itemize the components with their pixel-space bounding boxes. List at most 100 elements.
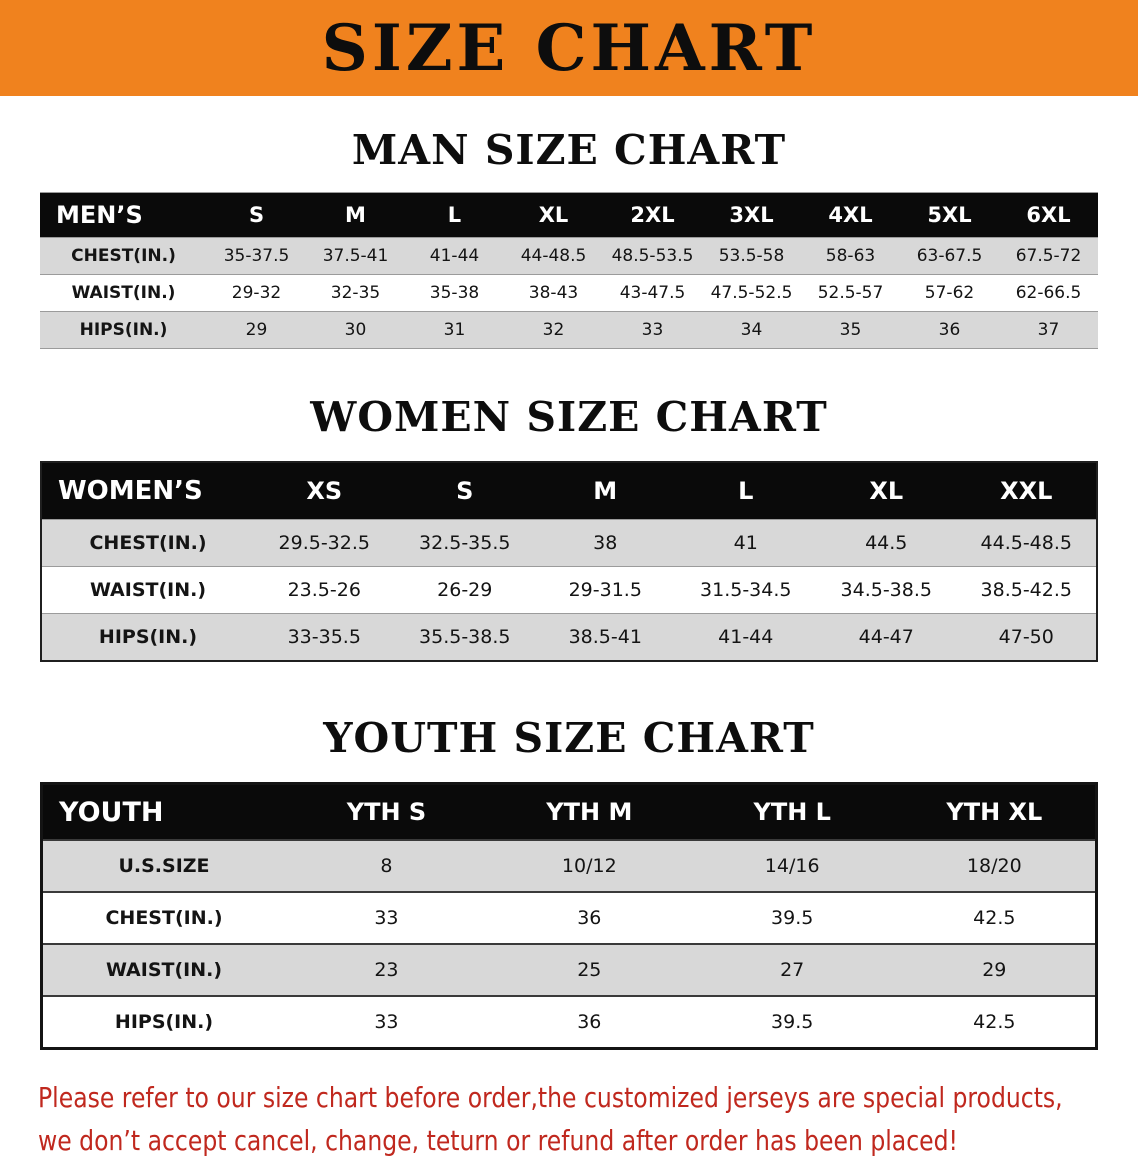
size-value-cell: 44-48.5 bbox=[520, 246, 587, 266]
men-size-table: MEN’S S M L XL 2XL 3XL 4XL 5XL 6XL CHEST(IN.) 35-37… bbox=[40, 192, 1098, 349]
table-title-cell: MEN’S bbox=[40, 192, 207, 238]
size-column-header: S bbox=[394, 462, 535, 520]
size-value-cell: 43-47.5 bbox=[619, 283, 686, 303]
men-size-section: MAN SIZE CHART MEN’S S M L XL 2XL 3XL 4XL 5XL 6XL… bbox=[0, 96, 1138, 349]
size-value-cell: 38-43 bbox=[528, 283, 579, 303]
size-value-cell: 35-37.5 bbox=[223, 246, 290, 266]
size-column-header: XL bbox=[504, 192, 603, 238]
size-value-cell: 29 bbox=[982, 959, 1007, 981]
size-value-cell: 42.5 bbox=[973, 907, 1016, 929]
size-value-cell: 10/12 bbox=[561, 855, 617, 877]
size-value-cell: 35.5-38.5 bbox=[419, 626, 511, 648]
men-section-heading: MAN SIZE CHART bbox=[351, 126, 787, 174]
size-column-header: YTH M bbox=[487, 783, 691, 840]
size-value-cell: 23.5-26 bbox=[287, 579, 361, 601]
measurement-label: HIPS(IN.) bbox=[114, 1011, 214, 1033]
table-title-cell: YOUTH bbox=[41, 783, 285, 840]
size-table-header-row: WOMEN’S XS S M L XL XXL bbox=[41, 462, 1097, 520]
table-title-cell: WOMEN’S bbox=[41, 462, 254, 520]
page-title: SIZE CHART bbox=[321, 10, 817, 86]
size-value-cell: 38.5-42.5 bbox=[980, 579, 1072, 601]
size-value-cell: 42.5 bbox=[973, 1011, 1016, 1033]
size-column-header: YTH XL bbox=[893, 783, 1097, 840]
women-size-table: WOMEN’S XS S M L XL XXL CHEST(IN.) 29.5-32.5 32.5… bbox=[40, 461, 1098, 662]
youth-size-table: YOUTH YTH S YTH M YTH L YTH XL U.S.SIZE 8 10/12… bbox=[40, 782, 1098, 1050]
measurement-row: WAIST(IN.) 23.5-26 26-29 29-31.5 31.5-34.5 34… bbox=[41, 566, 1097, 614]
size-value-cell: 32 bbox=[542, 320, 565, 340]
size-column-header: 4XL bbox=[801, 192, 900, 238]
size-value-cell: 26-29 bbox=[437, 579, 493, 601]
size-column-header: 3XL bbox=[702, 192, 801, 238]
measurement-label: CHEST(IN.) bbox=[89, 532, 207, 554]
size-value-cell: 39.5 bbox=[771, 907, 814, 929]
women-size-section: WOMEN SIZE CHART WOMEN’S XS S M L XL XXL CHEST(… bbox=[0, 349, 1138, 662]
measurement-row: CHEST(IN.) 29.5-32.5 32.5-35.5 38 41 44.5 44.5… bbox=[41, 519, 1097, 567]
size-column-header: M bbox=[306, 192, 405, 238]
size-value-cell: 36 bbox=[577, 907, 602, 929]
size-value-cell: 47.5-52.5 bbox=[710, 283, 793, 303]
disclaimer-line-1: Please refer to our size chart before or… bbox=[38, 1081, 1063, 1114]
size-value-cell: 33-35.5 bbox=[287, 626, 361, 648]
measurement-row: WAIST(IN.) 29-32 32-35 35-38 38-43 43-47.5 47.… bbox=[40, 274, 1098, 312]
size-charts: MAN SIZE CHART MEN’S S M L XL 2XL 3XL 4XL 5XL 6XL… bbox=[0, 96, 1138, 1050]
size-value-cell: 25 bbox=[577, 959, 602, 981]
size-column-header: XXL bbox=[956, 462, 1097, 520]
size-value-cell: 52.5-57 bbox=[817, 283, 884, 303]
disclaimer: Please refer to our size chart before or… bbox=[38, 1076, 1138, 1162]
size-column-header: 5XL bbox=[900, 192, 999, 238]
size-value-cell: 57-62 bbox=[924, 283, 975, 303]
size-column-header: YTH L bbox=[690, 783, 894, 840]
size-value-cell: 53.5-58 bbox=[718, 246, 785, 266]
measurement-label: CHEST(IN.) bbox=[71, 246, 176, 266]
size-value-cell: 30 bbox=[344, 320, 367, 340]
measurement-label: WAIST(IN.) bbox=[89, 579, 207, 601]
size-value-cell: 62-66.5 bbox=[1015, 283, 1082, 303]
size-value-cell: 67.5-72 bbox=[1015, 246, 1082, 266]
size-column-header: S bbox=[207, 192, 306, 238]
measurement-row: U.S.SIZE 8 10/12 14/16 18/20 bbox=[41, 840, 1097, 892]
youth-section-heading: YOUTH SIZE CHART bbox=[323, 714, 815, 762]
size-value-cell: 8 bbox=[380, 855, 393, 877]
size-value-cell: 36 bbox=[577, 1011, 602, 1033]
size-column-header: L bbox=[675, 462, 816, 520]
size-value-cell: 23 bbox=[374, 959, 399, 981]
measurement-label: HIPS(IN.) bbox=[98, 626, 198, 648]
size-value-cell: 35-38 bbox=[429, 283, 480, 303]
size-value-cell: 58-63 bbox=[825, 246, 876, 266]
size-value-cell: 44.5 bbox=[865, 532, 908, 554]
measurement-label: CHEST(IN.) bbox=[105, 907, 223, 929]
size-column-header: M bbox=[535, 462, 676, 520]
size-value-cell: 14/16 bbox=[764, 855, 820, 877]
size-value-cell: 37 bbox=[1037, 320, 1060, 340]
measurement-label: U.S.SIZE bbox=[118, 855, 210, 877]
size-table-header-row: MEN’S S M L XL 2XL 3XL 4XL 5XL 6XL bbox=[40, 192, 1098, 238]
size-value-cell: 32.5-35.5 bbox=[419, 532, 511, 554]
disclaimer-line-2: we don’t accept cancel, change, teturn o… bbox=[38, 1124, 958, 1157]
size-column-header: L bbox=[405, 192, 504, 238]
size-value-cell: 29.5-32.5 bbox=[278, 532, 370, 554]
size-value-cell: 63-67.5 bbox=[916, 246, 983, 266]
size-value-cell: 31.5-34.5 bbox=[700, 579, 792, 601]
size-value-cell: 32-35 bbox=[330, 283, 381, 303]
measurement-row: HIPS(IN.) 33 36 39.5 42.5 bbox=[41, 996, 1097, 1049]
size-column-header: XS bbox=[254, 462, 395, 520]
size-column-header: 6XL bbox=[999, 192, 1098, 238]
measurement-row: HIPS(IN.) 33-35.5 35.5-38.5 38.5-41 41-44 44-… bbox=[41, 613, 1097, 661]
banner: SIZE CHART bbox=[0, 0, 1138, 96]
size-value-cell: 38 bbox=[593, 532, 618, 554]
size-value-cell: 33 bbox=[374, 1011, 399, 1033]
measurement-row: CHEST(IN.) 35-37.5 37.5-41 41-44 44-48.5 48.5… bbox=[40, 237, 1098, 275]
size-value-cell: 18/20 bbox=[966, 855, 1022, 877]
size-value-cell: 38.5-41 bbox=[568, 626, 642, 648]
size-value-cell: 29-32 bbox=[231, 283, 282, 303]
size-value-cell: 35 bbox=[839, 320, 862, 340]
size-value-cell: 36 bbox=[938, 320, 961, 340]
size-value-cell: 44-47 bbox=[858, 626, 914, 648]
size-value-cell: 37.5-41 bbox=[322, 246, 389, 266]
size-value-cell: 47-50 bbox=[998, 626, 1054, 648]
size-value-cell: 34.5-38.5 bbox=[840, 579, 932, 601]
measurement-label: HIPS(IN.) bbox=[79, 320, 168, 340]
size-column-header: XL bbox=[816, 462, 957, 520]
measurement-label: WAIST(IN.) bbox=[105, 959, 223, 981]
